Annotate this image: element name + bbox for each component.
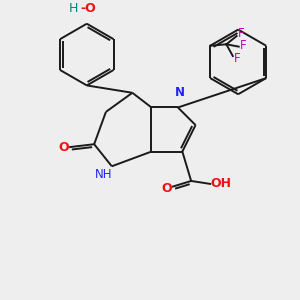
Text: F: F xyxy=(238,28,244,40)
Text: O: O xyxy=(58,141,69,154)
Text: F: F xyxy=(240,39,247,52)
Text: F: F xyxy=(234,52,241,65)
Text: NH: NH xyxy=(95,168,112,181)
Text: OH: OH xyxy=(210,177,231,190)
Text: O: O xyxy=(161,182,172,195)
Text: -O: -O xyxy=(80,2,96,15)
Text: N: N xyxy=(174,86,184,99)
Text: H: H xyxy=(69,2,78,15)
